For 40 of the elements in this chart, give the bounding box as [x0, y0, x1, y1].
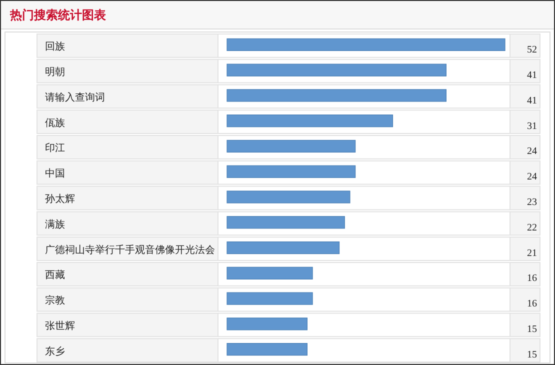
- bar: [226, 216, 345, 229]
- data-label: 15: [527, 349, 537, 360]
- data-label: 16: [527, 273, 537, 284]
- bar: [226, 89, 446, 102]
- bar: [226, 165, 356, 178]
- bar: [226, 318, 308, 330]
- y-tick-label: 请输入查询词: [45, 91, 105, 104]
- data-label: 41: [527, 95, 537, 106]
- bar: [226, 266, 313, 280]
- data-label: 23: [527, 197, 537, 208]
- y-tick-label: 满族: [45, 218, 65, 230]
- data-label: 15: [527, 324, 537, 335]
- y-tick-label: 中国: [45, 168, 65, 180]
- data-label: 52: [527, 44, 537, 56]
- bar: [226, 190, 350, 204]
- data-label: 31: [527, 120, 537, 132]
- y-tick-label: 明朝: [45, 66, 65, 78]
- y-tick-label: 张世辉: [45, 320, 75, 332]
- y-tick-label: 广德祠山寺举行千手观音佛像开光法会: [45, 244, 215, 256]
- y-tick-label: 回族: [45, 40, 65, 53]
- y-tick-label: 东乡: [45, 345, 65, 358]
- y-tick-label: 宗教: [45, 294, 65, 307]
- data-label: 22: [527, 222, 537, 234]
- text: 热门搜索统计图表: [9, 8, 107, 22]
- data-label: 21: [527, 248, 537, 259]
- bar: [226, 292, 313, 305]
- data-label: 41: [527, 70, 537, 82]
- bar: [226, 140, 356, 153]
- data-label: 16: [527, 298, 537, 310]
- bar: [226, 64, 446, 76]
- bar: [226, 343, 308, 356]
- y-tick-label: 孙太辉: [45, 193, 75, 205]
- data-label: 24: [527, 172, 537, 183]
- data-label: 24: [527, 146, 537, 158]
- bar: [226, 241, 340, 254]
- bar: [226, 38, 506, 51]
- y-tick-label: 西藏: [45, 269, 65, 282]
- y-tick-label: 佤族: [45, 116, 65, 129]
- bar: [226, 114, 394, 128]
- y-tick-label: 印江: [45, 142, 65, 154]
